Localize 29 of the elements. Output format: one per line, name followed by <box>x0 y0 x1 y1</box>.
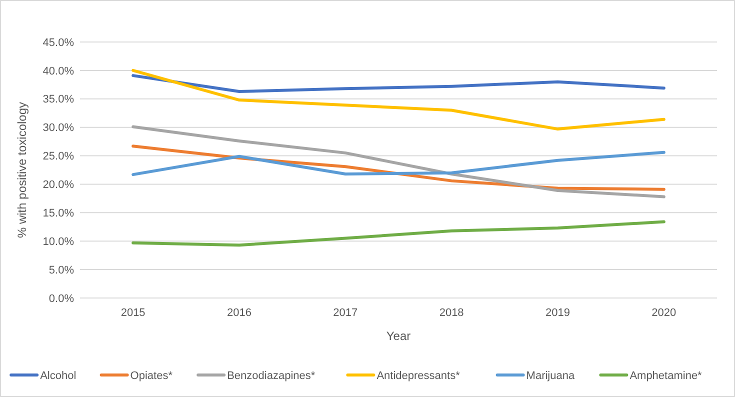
legend-label: Benzodiazapines* <box>227 370 316 382</box>
line-series <box>132 74 666 93</box>
x-tick-label: 2015 <box>120 307 146 319</box>
y-tick-label: 0.0% <box>48 292 74 305</box>
line-series <box>132 125 666 198</box>
y-tick-label: 45.0% <box>42 36 74 49</box>
y-tick-label: 15.0% <box>42 208 74 220</box>
legend-label: Amphetamine* <box>630 370 703 382</box>
y-tick-label: 35.0% <box>42 94 74 106</box>
legend-label: Alcohol <box>40 370 76 382</box>
y-axis-title: % with positive toxicology <box>15 102 29 238</box>
x-tick-label: 2019 <box>546 307 570 319</box>
legend-label: Antidepressants* <box>376 370 461 382</box>
y-tick-label: 10.0% <box>42 236 74 248</box>
x-tick-label: 2017 <box>333 307 358 319</box>
legend-label: Opiates* <box>130 370 174 382</box>
line-series <box>132 150 666 176</box>
x-tick-label: 2018 <box>439 307 464 319</box>
x-axis-title: Year <box>386 329 411 343</box>
legend-label: Marijuana <box>526 370 576 382</box>
y-tick-label: 20.0% <box>42 179 74 192</box>
y-tick-label: 25.0% <box>42 150 74 163</box>
y-tick-label: 40.0% <box>42 65 74 78</box>
line-series <box>132 68 666 131</box>
x-tick-label: 2020 <box>652 307 676 319</box>
x-tick-label: 2016 <box>227 307 252 319</box>
line-series <box>132 220 666 247</box>
y-tick-label: 30.0% <box>42 122 74 134</box>
y-tick-label: 5.0% <box>48 264 74 276</box>
